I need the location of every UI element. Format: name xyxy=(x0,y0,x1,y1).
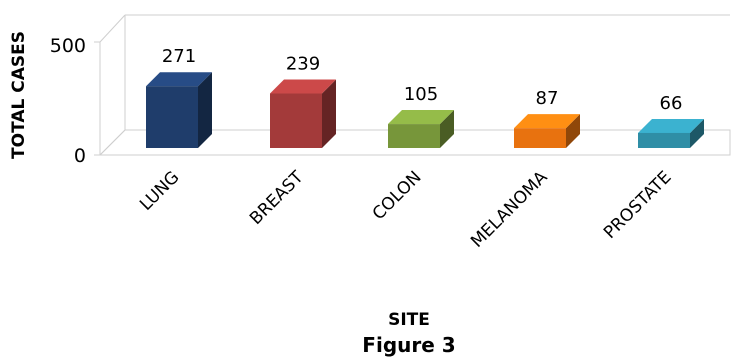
bar-melanoma-front xyxy=(514,128,566,148)
data-labels-group: 271 239 105 87 66 xyxy=(162,46,683,114)
bar-melanoma-side xyxy=(566,114,580,148)
category-label-breast: BREAST xyxy=(246,167,308,229)
bar-colon-front xyxy=(388,124,440,148)
bar-lung-top xyxy=(146,72,212,87)
bar-breast-front xyxy=(270,93,322,148)
figure-caption: Figure 3 xyxy=(362,333,455,357)
bar-prostate-side xyxy=(690,118,704,148)
bar-breast-side xyxy=(322,79,336,148)
category-labels-group: LUNG BREAST COLON MELANOMA PROSTATE xyxy=(136,167,675,252)
x-axis-title: SITE xyxy=(388,310,430,330)
bar-colon-side xyxy=(440,110,454,148)
y-tick-label-500: 500 xyxy=(50,35,86,57)
data-label-lung: 271 xyxy=(162,46,196,67)
bar-lung-front xyxy=(146,86,198,148)
category-label-lung: LUNG xyxy=(136,167,183,214)
category-label-prostate: PROSTATE xyxy=(600,167,675,242)
bar-lung xyxy=(146,72,212,148)
gridline-top xyxy=(99,14,126,43)
data-label-colon: 105 xyxy=(404,84,438,105)
bar-melanoma xyxy=(514,114,580,148)
bar-breast-top xyxy=(270,79,336,94)
bar-colon-top xyxy=(388,110,454,125)
bar-prostate xyxy=(638,118,704,148)
category-label-melanoma: MELANOMA xyxy=(467,167,552,252)
data-label-breast: 239 xyxy=(286,54,320,75)
y-tick-label-0: 0 xyxy=(74,145,86,167)
bars-group xyxy=(146,72,704,148)
data-label-prostate: 66 xyxy=(660,93,683,114)
bar-melanoma-top xyxy=(514,114,580,129)
bar-prostate-top xyxy=(638,118,704,133)
data-label-melanoma: 87 xyxy=(536,88,559,109)
bar-colon xyxy=(388,110,454,148)
bar-breast xyxy=(270,79,336,148)
bar-lung-side xyxy=(198,72,212,148)
bar-prostate-front xyxy=(638,132,690,148)
y-axis-title: TOTAL CASES xyxy=(9,31,29,159)
category-label-colon: COLON xyxy=(369,167,426,224)
gridline-bottom xyxy=(99,129,126,156)
